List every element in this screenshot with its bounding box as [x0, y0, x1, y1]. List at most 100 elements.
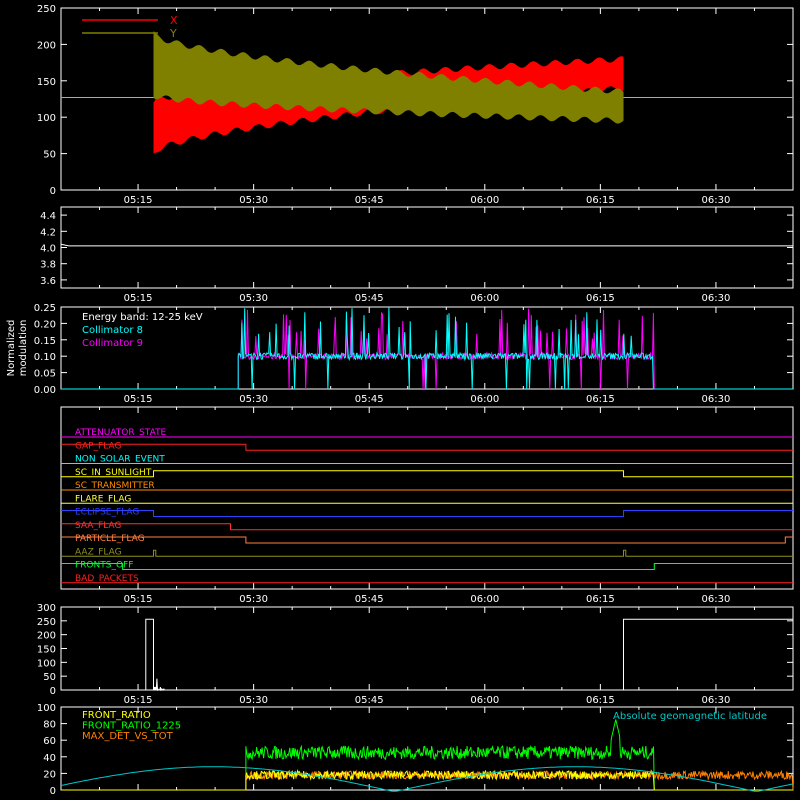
legend-label: Y [169, 27, 177, 40]
pointing-plot [61, 31, 793, 154]
y-tick-label: 4.0 [40, 244, 56, 255]
x-tick-label: 06:00 [470, 594, 499, 605]
x-tick-label: 06:15 [586, 394, 615, 405]
x-tick-label: 05:30 [239, 594, 268, 605]
y-tick-label: 200 [37, 631, 56, 642]
y-tick-label: 0.05 [34, 369, 56, 380]
y-tick-label: 250 [37, 617, 56, 628]
modulation-plot [61, 307, 793, 390]
flag-line [61, 536, 793, 544]
flag-label: SC_TRANSMITTER [75, 481, 155, 491]
y-tick-label: 0 [50, 686, 56, 697]
x-tick-label: 06:00 [470, 195, 499, 206]
x-tick-label: 05:15 [124, 293, 153, 304]
panel-2-frame [60, 306, 794, 390]
flag-label: ECLIPSE_FLAG [75, 508, 139, 518]
legend-label: FRONT_RATIO_1225 [82, 721, 181, 732]
x-tick-label: 05:15 [124, 394, 153, 405]
y-tick-label: 4.2 [40, 227, 56, 238]
legend-label: X [170, 14, 178, 27]
y-tick-label: 20 [43, 769, 56, 780]
y-tick-label: 40 [43, 753, 56, 764]
flag-label: ATTENUATOR_STATE [75, 428, 167, 438]
y-tick-label: 3.8 [40, 260, 56, 271]
x-tick-label: 06:00 [470, 394, 499, 405]
x-tick-label: 06:30 [702, 293, 731, 304]
flag-label: SAA_FLAG [75, 521, 121, 531]
flag-label: GAP_FLAG [75, 441, 121, 451]
y-tick-label: 200 [37, 40, 56, 51]
x-tick-label: 06:30 [702, 695, 731, 706]
y-tick-label: 0.00 [34, 385, 56, 396]
x-tick-label: 05:45 [355, 594, 384, 605]
x-tick-label: 05:45 [355, 695, 384, 706]
flag-label: AAZ_FLAG [75, 547, 122, 557]
y-tick-label: 80 [43, 720, 56, 731]
flag-line [61, 523, 793, 531]
series-0-line [61, 769, 793, 791]
legend-label: Collimator 9 [82, 338, 143, 349]
x-tick-label: 05:30 [239, 695, 268, 706]
series-1-band [153, 31, 624, 124]
flag-line [61, 549, 793, 557]
x-tick-label: 05:45 [355, 195, 384, 206]
x-tick-label: 05:30 [239, 293, 268, 304]
y-tick-label: 4.4 [40, 211, 56, 222]
x-tick-label: 05:45 [355, 293, 384, 304]
y-axis-label: modulation [18, 320, 29, 377]
y-tick-label: 250 [37, 4, 56, 15]
legend-label: Absolute geomagnetic latitude [613, 711, 767, 722]
x-tick-label: 06:15 [586, 195, 615, 206]
panel-5-frame [60, 706, 794, 791]
panel-0-frame [60, 7, 794, 191]
flag-label: FLARE_FLAG [75, 494, 131, 504]
series-2-line [61, 769, 794, 791]
x-tick-label: 05:30 [239, 394, 268, 405]
y-tick-label: 150 [37, 645, 56, 656]
flag-line [61, 563, 793, 570]
flag-label: SC_IN_SUNLIGHT [75, 468, 152, 478]
flag-label: NON_SOLAR_EVENT [75, 455, 165, 465]
y-tick-label: 0 [50, 186, 56, 197]
energy-band-annotation: Energy band: 12-25 keV [82, 312, 203, 323]
y-tick-label: 0 [50, 786, 56, 797]
flag-label: BAD_PACKETS [75, 574, 139, 584]
x-tick-label: 06:00 [470, 695, 499, 706]
series-1-line [61, 719, 793, 791]
roll-period-line [60, 243, 793, 247]
x-tick-label: 06:30 [702, 594, 731, 605]
panel-3-frame [60, 406, 794, 590]
y-tick-label: 100 [37, 113, 56, 124]
ratio-plot [60, 719, 794, 792]
x-tick-label: 05:15 [124, 594, 153, 605]
flag-line [61, 510, 793, 517]
flags-plot [61, 436, 793, 584]
x-tick-label: 06:30 [702, 195, 731, 206]
y-tick-label: 100 [37, 703, 56, 714]
y-tick-label: 60 [43, 736, 56, 747]
x-tick-label: 05:30 [239, 195, 268, 206]
x-tick-label: 06:15 [586, 293, 615, 304]
y-tick-label: 0.15 [34, 336, 56, 347]
series-0-line [61, 307, 793, 390]
series-3-line [60, 766, 794, 792]
legend-label: MAX_DET_VS_TOT [82, 731, 174, 742]
y-tick-label: 0.10 [34, 352, 56, 363]
x-tick-label: 05:15 [124, 195, 153, 206]
y-tick-label: 0.25 [34, 303, 56, 314]
legend-label: FRONT_RATIO [82, 710, 151, 721]
y-tick-label: 50 [43, 672, 56, 683]
y-tick-label: 100 [37, 658, 56, 669]
y-tick-label: 300 [37, 603, 56, 614]
flag-label: PARTICLE_FLAG [75, 534, 145, 544]
x-tick-label: 06:30 [702, 394, 731, 405]
y-axis-label: Normalized [6, 320, 17, 377]
panel-1-frame [60, 206, 794, 289]
x-tick-label: 06:15 [586, 594, 615, 605]
flag-label: FRONTS_OFF [75, 561, 133, 571]
x-tick-label: 06:00 [470, 293, 499, 304]
y-tick-label: 150 [37, 77, 56, 88]
legend-label: Collimator 8 [82, 325, 143, 336]
y-tick-label: 0.20 [34, 319, 56, 330]
